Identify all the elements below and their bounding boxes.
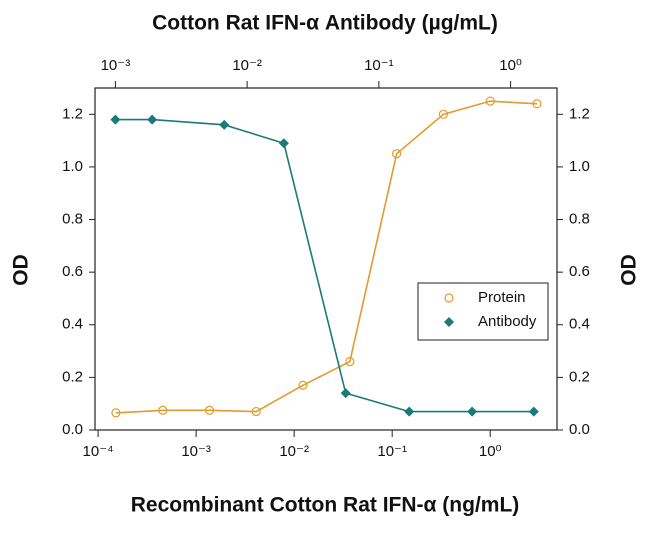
point	[158, 405, 168, 415]
y2-tick-label: 1.0	[569, 158, 590, 175]
y-tick-label: 0.0	[62, 421, 83, 438]
fit-line	[115, 118, 534, 413]
y-tick-label: 1.0	[62, 158, 83, 175]
x2-tick-label: 10⁻²	[232, 57, 262, 74]
y-axis-label: OD	[10, 254, 33, 286]
plot-frame	[94, 87, 558, 431]
legend-label: Antibody	[478, 313, 537, 330]
y-tick-label: 0.4	[62, 316, 83, 333]
x-axis-label: Recombinant Cotton Rat IFN-α (ng/mL)	[131, 494, 520, 517]
point	[345, 357, 355, 367]
y2-tick-label: 1.2	[569, 105, 590, 122]
point	[278, 138, 289, 149]
y2-tick-label: 0.2	[569, 368, 590, 385]
point	[110, 114, 121, 125]
x-tick-label: 10⁰	[479, 443, 502, 460]
legend-marker	[444, 317, 454, 327]
y-tick-label: 0.2	[62, 368, 83, 385]
point	[147, 114, 158, 125]
point	[111, 408, 121, 418]
point	[340, 388, 351, 399]
point	[219, 119, 230, 130]
chart-title: Cotton Rat IFN-α Antibody (µg/mL)	[152, 12, 498, 35]
y-tick-label: 0.6	[62, 263, 83, 280]
point	[485, 96, 495, 106]
point	[532, 99, 542, 109]
y-tick-label: 1.2	[62, 105, 83, 122]
point	[467, 406, 478, 417]
point	[528, 406, 539, 417]
x-tick-label: 10⁻³	[181, 443, 211, 460]
x2-tick-label: 10⁻¹	[364, 57, 394, 74]
x-tick-label: 10⁻²	[279, 443, 309, 460]
x2-tick-label: 10⁻³	[101, 57, 131, 74]
x-tick-label: 10⁻¹	[377, 443, 407, 460]
point	[204, 405, 215, 415]
point	[438, 109, 449, 119]
point	[251, 406, 261, 417]
x-tick-label: 10⁻⁴	[83, 443, 114, 460]
y2-axis-label: OD	[618, 254, 641, 286]
legend-marker	[444, 293, 454, 303]
legend-label: Protein	[478, 289, 526, 306]
point	[404, 406, 415, 417]
y2-tick-label: 0.8	[569, 211, 590, 228]
fit-line	[115, 100, 538, 414]
y2-tick-label: 0.6	[569, 263, 590, 280]
y2-tick-label: 0.0	[569, 421, 590, 438]
point	[298, 380, 308, 390]
y2-tick-label: 0.4	[569, 316, 590, 333]
x2-tick-label: 10⁰	[499, 57, 522, 74]
y-tick-label: 0.8	[62, 211, 83, 228]
point	[392, 149, 402, 159]
legend-box	[417, 282, 549, 341]
